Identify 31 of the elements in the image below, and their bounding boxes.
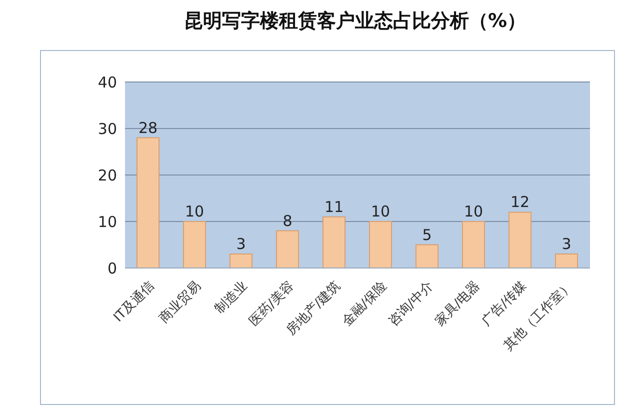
bar (369, 221, 392, 268)
y-tick-label: 40 (98, 73, 117, 92)
x-tick-label: 制造业 (212, 278, 251, 317)
data-label: 8 (282, 212, 292, 230)
data-label: 10 (184, 202, 204, 220)
x-tick-label: IT及通信 (111, 278, 158, 326)
chart-title: 昆明写字楼租赁客户业态占比分析（%） (182, 9, 528, 34)
x-tick-label: 金融/保险 (340, 278, 390, 330)
bar (322, 216, 346, 268)
data-label: 28 (138, 118, 158, 137)
bar (183, 221, 206, 268)
bar (462, 221, 485, 268)
x-tick-label: 商业贸易 (156, 278, 204, 326)
bar (555, 254, 578, 268)
data-label: 5 (422, 226, 432, 244)
y-tick-label: 20 (98, 166, 117, 184)
data-label: 10 (464, 202, 484, 220)
x-tick-label: 家具/电器 (432, 278, 484, 330)
data-label: 3 (562, 235, 572, 254)
y-tick-label: 0 (107, 259, 117, 278)
data-label: 10 (370, 202, 390, 220)
bar (136, 137, 160, 268)
bar (230, 254, 252, 268)
data-label: 3 (236, 235, 246, 254)
bar (416, 244, 438, 268)
data-label: 12 (510, 193, 530, 212)
bar (276, 230, 299, 268)
data-label: 11 (324, 198, 344, 216)
y-tick-label: 30 (98, 120, 117, 138)
y-tick-label: 10 (98, 212, 117, 231)
bar (508, 212, 532, 268)
